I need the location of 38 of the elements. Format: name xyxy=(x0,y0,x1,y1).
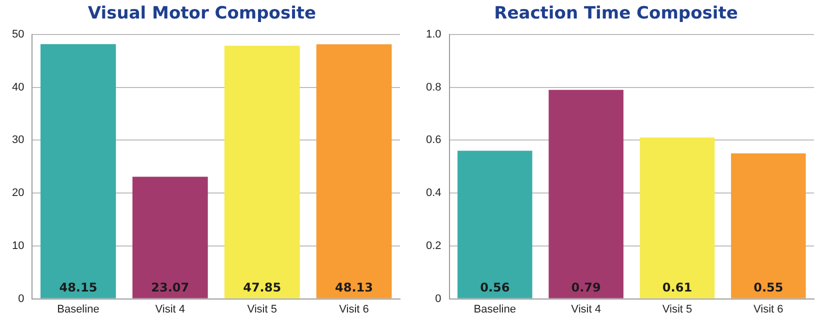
y-tick-label: 20 xyxy=(12,187,24,200)
y-tick-label: 0.2 xyxy=(426,240,442,252)
bar xyxy=(731,153,806,298)
x-tick-label: Visit 6 xyxy=(754,303,784,316)
chart-title: Visual Motor Composite xyxy=(88,4,316,24)
y-tick-label: 30 xyxy=(12,134,24,146)
y-tick-label: 0 xyxy=(435,292,442,305)
x-tick-label: Visit 4 xyxy=(571,303,601,316)
data-label: 48.13 xyxy=(335,280,374,294)
bar xyxy=(224,46,300,298)
data-label: 48.15 xyxy=(59,280,98,294)
y-tick-label: 0.8 xyxy=(426,81,442,94)
x-tick-label: Visit 6 xyxy=(339,303,369,316)
x-tick-label: Visit 5 xyxy=(247,303,277,316)
bar xyxy=(458,150,532,298)
data-label: 0.56 xyxy=(480,280,510,294)
bar xyxy=(132,176,208,298)
data-label: 47.85 xyxy=(243,280,282,294)
data-label: 23.07 xyxy=(151,280,190,294)
x-tick-label: Visit 4 xyxy=(155,303,186,316)
y-tick-label: 50 xyxy=(12,28,24,40)
x-tick-label: Visit 5 xyxy=(662,303,692,316)
y-tick-label: 1.0 xyxy=(426,28,442,40)
bar xyxy=(640,138,715,298)
x-tick-label: Baseline xyxy=(57,303,100,316)
bar xyxy=(548,90,624,298)
bar xyxy=(316,44,392,298)
data-label: 0.79 xyxy=(571,280,601,294)
data-label: 0.55 xyxy=(754,280,784,294)
chart-title: Reaction Time Composite xyxy=(494,4,738,24)
y-tick-label: 10 xyxy=(12,240,24,252)
y-tick-label: 0 xyxy=(18,292,24,305)
data-label: 0.61 xyxy=(662,280,692,294)
y-tick-label: 0.6 xyxy=(426,134,442,146)
y-tick-label: 0.4 xyxy=(426,187,442,200)
bar xyxy=(40,44,116,298)
y-tick-label: 40 xyxy=(12,81,24,94)
x-tick-label: Baseline xyxy=(474,303,516,316)
